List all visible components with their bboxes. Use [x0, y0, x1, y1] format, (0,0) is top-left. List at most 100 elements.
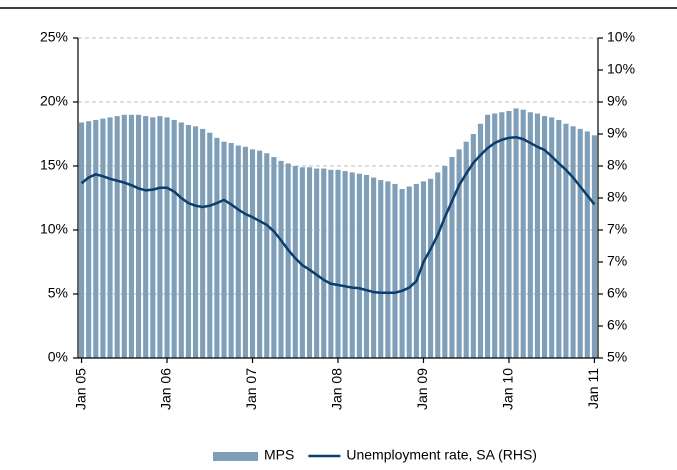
- bar: [321, 168, 327, 358]
- bar: [570, 126, 576, 358]
- bar: [456, 149, 462, 358]
- bar: [207, 132, 213, 358]
- bar: [121, 114, 127, 358]
- x-tick-label: Jan 09: [414, 368, 430, 410]
- bar: [285, 163, 291, 358]
- y2-tick-label: 8%: [607, 157, 627, 173]
- bar: [463, 141, 469, 358]
- bar: [278, 160, 284, 358]
- bar: [513, 108, 519, 359]
- bar: [428, 178, 434, 358]
- y2-tick-label: 6%: [607, 317, 627, 333]
- bar: [549, 117, 555, 358]
- y2-tick-label: 9%: [607, 125, 627, 141]
- y2-tick-label: 9%: [607, 93, 627, 109]
- y-tick-label: 5%: [48, 285, 68, 301]
- y2-tick-label: 7%: [607, 221, 627, 237]
- bar: [78, 122, 85, 358]
- bar: [86, 121, 92, 358]
- bar: [356, 173, 362, 358]
- bar: [107, 117, 113, 358]
- bar: [399, 189, 405, 358]
- bar: [150, 117, 156, 358]
- y-tick-label: 0%: [48, 349, 68, 365]
- bar: [577, 128, 583, 358]
- bar: [164, 117, 170, 358]
- bar: [413, 183, 419, 358]
- bar: [264, 153, 270, 358]
- x-tick-label: Jan 08: [329, 368, 345, 410]
- bar: [221, 141, 227, 358]
- bar: [135, 114, 142, 358]
- bar: [392, 183, 398, 358]
- bar: [534, 113, 541, 359]
- bar: [314, 168, 320, 358]
- bar: [114, 116, 120, 358]
- bar: [171, 119, 177, 358]
- bar: [292, 166, 298, 358]
- x-tick-label: Jan 11: [585, 368, 601, 409]
- bar: [584, 131, 590, 358]
- bar: [499, 112, 505, 359]
- y2-tick-label: 8%: [607, 189, 627, 205]
- y-tick-label: 25%: [40, 29, 68, 45]
- y2-tick-label: 10%: [607, 29, 635, 45]
- bar: [435, 172, 441, 358]
- bar: [485, 114, 491, 358]
- x-tick-label: Jan 10: [500, 368, 516, 410]
- bar: [335, 169, 341, 358]
- bar: [470, 134, 476, 358]
- bar: [527, 112, 533, 359]
- bar: [328, 169, 334, 358]
- y2-tick-label: 7%: [607, 253, 627, 269]
- bar: [228, 142, 234, 358]
- legend-label: Unemployment rate, SA (RHS): [346, 447, 537, 463]
- bar: [520, 109, 526, 359]
- bar: [420, 181, 427, 358]
- bar: [200, 128, 206, 358]
- bar: [143, 116, 149, 358]
- y-tick-label: 20%: [40, 93, 68, 109]
- bar: [506, 110, 512, 359]
- bar: [349, 172, 355, 358]
- bar: [563, 123, 569, 358]
- y-tick-label: 15%: [40, 157, 68, 173]
- bar: [542, 116, 548, 358]
- bar: [157, 116, 163, 358]
- x-tick-label: Jan 05: [72, 368, 88, 410]
- bar: [249, 149, 256, 358]
- bar: [385, 181, 391, 358]
- bar: [257, 150, 263, 358]
- bar: [342, 171, 348, 358]
- bar: [591, 135, 598, 358]
- bar: [442, 166, 448, 358]
- x-tick-label: Jan 07: [243, 368, 259, 410]
- bar: [449, 157, 455, 358]
- bar: [556, 119, 562, 358]
- bar: [185, 125, 191, 358]
- y2-tick-label: 5%: [607, 349, 627, 365]
- line: [80, 135, 596, 294]
- bar: [378, 180, 384, 358]
- legend-label: MPS: [264, 447, 294, 463]
- y-tick-label: 10%: [40, 221, 68, 237]
- y2-tick-label: 10%: [607, 61, 635, 77]
- bar: [371, 177, 377, 358]
- bar: [271, 157, 277, 358]
- bar: [363, 174, 370, 358]
- bar: [235, 145, 241, 358]
- bar: [406, 186, 412, 358]
- bar: [128, 114, 134, 358]
- bar: [306, 167, 313, 358]
- bar: [299, 167, 305, 358]
- x-tick-label: Jan 06: [158, 368, 174, 410]
- bar: [178, 122, 184, 358]
- bar: [192, 126, 199, 358]
- bar: [100, 118, 106, 358]
- bar: [214, 137, 220, 358]
- bar: [93, 119, 99, 358]
- y2-tick-label: 6%: [607, 285, 627, 301]
- bar: [477, 123, 484, 358]
- legend-swatch: [213, 452, 258, 461]
